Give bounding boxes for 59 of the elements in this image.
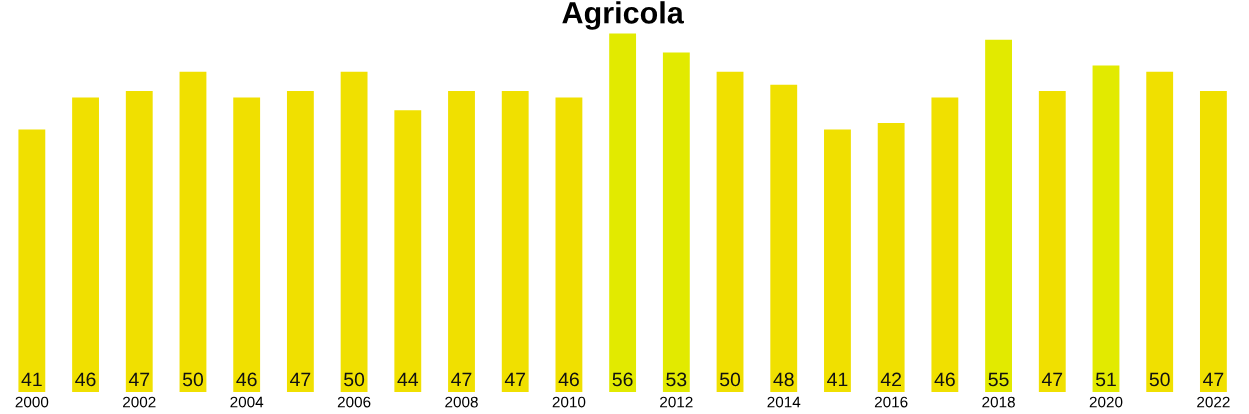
bar [1146,71,1174,393]
x-tick-label: 2008 [445,396,478,408]
x-tick-label: 2006 [337,396,371,408]
x-tick-label: 2018 [982,396,1015,408]
data-label: 53 [666,372,687,387]
bar [662,52,690,393]
data-label: 47 [1203,372,1224,387]
x-tick-label: 2002 [123,396,156,408]
data-label: 50 [344,372,365,387]
bar [1092,65,1120,393]
data-label: 47 [504,372,526,387]
data-label: 47 [1041,372,1063,387]
data-label: 46 [236,372,257,387]
bar [286,91,314,393]
bar [394,110,422,393]
data-label: 46 [934,372,955,387]
bar [233,97,261,393]
data-label: 50 [720,372,741,387]
data-label: 51 [1095,372,1116,387]
data-label: 47 [451,372,472,387]
data-label: 47 [290,372,311,387]
x-tick-label: 2000 [15,396,49,408]
data-label: 41 [827,372,848,387]
data-label: 50 [182,372,204,387]
bar [18,129,46,393]
bar [340,71,368,393]
x-tick-label: 2020 [1089,396,1123,408]
data-label: 55 [988,372,1009,387]
data-label: 50 [1149,372,1170,387]
bar [501,91,529,393]
bar [72,97,99,393]
bar [448,91,475,393]
data-label: 48 [773,372,794,387]
x-tick-label: 2010 [552,396,586,408]
x-tick-label: 2004 [230,396,264,408]
bar [716,71,744,393]
x-tick-label: 2016 [874,396,908,408]
bar [179,71,207,393]
bar [877,123,905,393]
data-label: 56 [612,372,633,387]
bar [824,129,851,393]
bar [1038,91,1066,393]
data-label: 44 [397,372,419,387]
bar [931,97,959,393]
data-label: 47 [128,372,150,387]
chart-title: Agricola [562,1,684,30]
data-label: 46 [75,372,96,387]
bar [1199,91,1227,393]
bar [609,33,637,393]
x-tick-label: 2012 [660,396,693,408]
data-label: 41 [21,372,42,387]
x-tick-label: 2014 [767,396,801,408]
bar [555,97,583,393]
data-label: 46 [558,372,579,387]
x-tick-label: 2022 [1197,396,1230,408]
bar [770,84,798,393]
data-label: 42 [880,372,901,387]
bar [125,91,153,393]
bar [985,39,1012,393]
